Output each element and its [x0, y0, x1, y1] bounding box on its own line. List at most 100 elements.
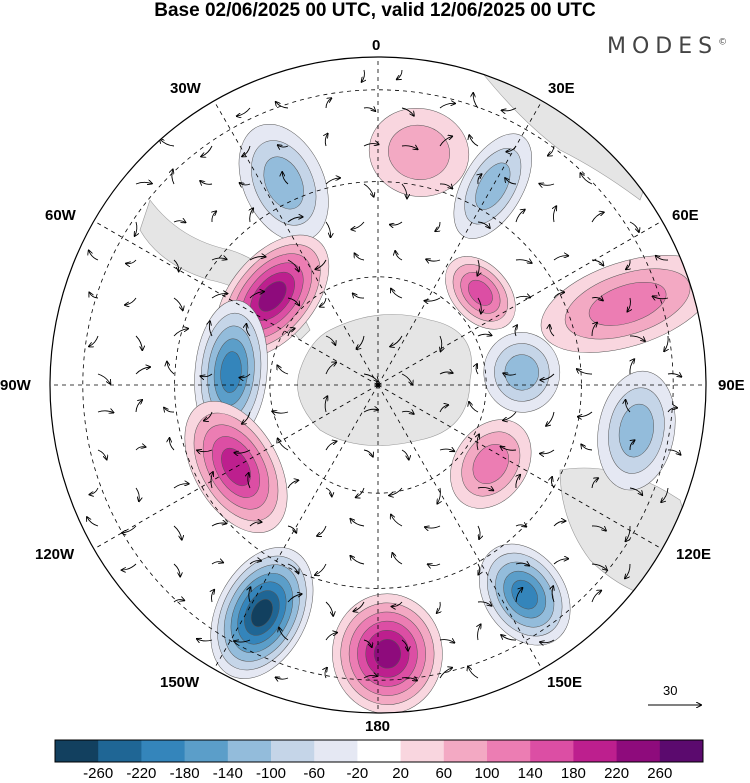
wind-vector [505, 178, 517, 185]
wind-vector [135, 335, 142, 350]
colorbar-swatch [184, 740, 229, 762]
colorbar-swatch [314, 740, 358, 762]
colorbar-tick-label: -140 [212, 765, 243, 782]
meridian-line [213, 384, 379, 670]
wind-vector [211, 258, 227, 260]
wind-vector [548, 145, 555, 156]
wind-vector [439, 136, 452, 147]
wind-vector [325, 487, 332, 496]
wind-vector [515, 296, 530, 298]
wind-vector [164, 408, 175, 412]
anomaly-field [184, 107, 706, 713]
wind-vector [287, 480, 298, 489]
meridian-line [377, 220, 663, 386]
wind-vector [276, 102, 289, 109]
wind-vector [211, 590, 214, 603]
wind-vector [401, 411, 414, 414]
wind-vector [627, 297, 630, 312]
wind-vector [392, 601, 403, 607]
wind-vector [437, 601, 441, 613]
wind-vector [540, 639, 555, 643]
wind-vector [667, 374, 681, 377]
wind-vector [439, 405, 448, 413]
wind-vector [581, 444, 593, 451]
label-lon-150w: 150W [160, 674, 200, 691]
wind-vector [477, 334, 492, 336]
wind-vector [97, 411, 114, 413]
colorbar-swatch [616, 740, 661, 762]
wind-vector [167, 362, 175, 375]
wind-vector [591, 323, 597, 337]
colorbar-swatch [659, 740, 704, 762]
wind-vector [325, 668, 327, 679]
wind-vector [353, 293, 365, 298]
wind-vector [97, 449, 107, 460]
colorbar-swatch [98, 740, 142, 762]
wind-vector [629, 221, 639, 232]
wind-vector [325, 362, 336, 375]
wind-vector [546, 411, 555, 426]
wind-vector [173, 563, 180, 577]
colorbar-tick-label: 260 [647, 765, 673, 782]
label-lon-60e: 60E [672, 207, 699, 224]
wind-vector [325, 396, 327, 413]
wind-vector [211, 472, 213, 489]
wind-vector [240, 373, 251, 378]
colorbar [54, 739, 704, 763]
wind-vector [250, 208, 253, 223]
colorbar-swatch [443, 740, 488, 762]
wind-vector [317, 525, 327, 536]
wind-vector [353, 601, 365, 611]
wind-vector [200, 373, 213, 377]
wind-vector [287, 328, 295, 337]
wind-vector [630, 440, 635, 451]
wind-vector [439, 183, 452, 189]
wind-vector [122, 525, 137, 533]
wind-vector [325, 221, 331, 237]
anomaly-positive-180 [332, 593, 443, 713]
wind-vector [477, 221, 490, 228]
wind-vector [287, 297, 299, 305]
wind-vector [477, 297, 481, 314]
wind-vector [439, 103, 455, 109]
label-lon-90e: 90E [718, 377, 745, 394]
south-pole-marker [375, 382, 381, 388]
wind-vector [325, 633, 337, 641]
label-lon-150e: 150E [547, 674, 583, 691]
label-lon-90w: 90W [0, 377, 31, 394]
wind-vector [401, 449, 409, 460]
wind-vector [397, 69, 403, 79]
wind-vector [211, 523, 226, 527]
wind-vector [173, 329, 188, 337]
colorbar-tick-label: 220 [604, 765, 630, 782]
colorbar-tick-label: 100 [474, 765, 500, 782]
wind-vector [287, 217, 303, 223]
wind-vector [476, 364, 479, 375]
wind-vector [515, 525, 526, 527]
wind-vector [242, 145, 251, 157]
wind-vector [248, 473, 250, 489]
wind-vector [401, 183, 407, 198]
anomaly-negative-90e [483, 332, 561, 413]
colorbar-swatch [227, 740, 272, 762]
colorbar-tick-label: -180 [169, 765, 200, 782]
colorbar-swatch [357, 740, 402, 762]
wind-vector [591, 212, 604, 223]
label-lon-180: 180 [365, 718, 391, 735]
wind-vector [591, 563, 607, 570]
brand-text: MODES [607, 34, 719, 59]
meridian-line [93, 220, 379, 386]
wind-vector [135, 182, 152, 184]
wind-vector [580, 173, 593, 185]
wind-vector [126, 259, 137, 264]
colorbar-tick-label: -100 [255, 765, 287, 782]
wind-vector [173, 259, 179, 271]
wind-vector [440, 335, 442, 351]
wind-vector [591, 525, 606, 531]
wind-vector [350, 556, 365, 565]
wind-vector [282, 172, 289, 185]
wind-vector [363, 373, 378, 382]
wind-vector [439, 640, 454, 643]
wind-vector [551, 477, 555, 489]
wind-vector [424, 297, 441, 301]
